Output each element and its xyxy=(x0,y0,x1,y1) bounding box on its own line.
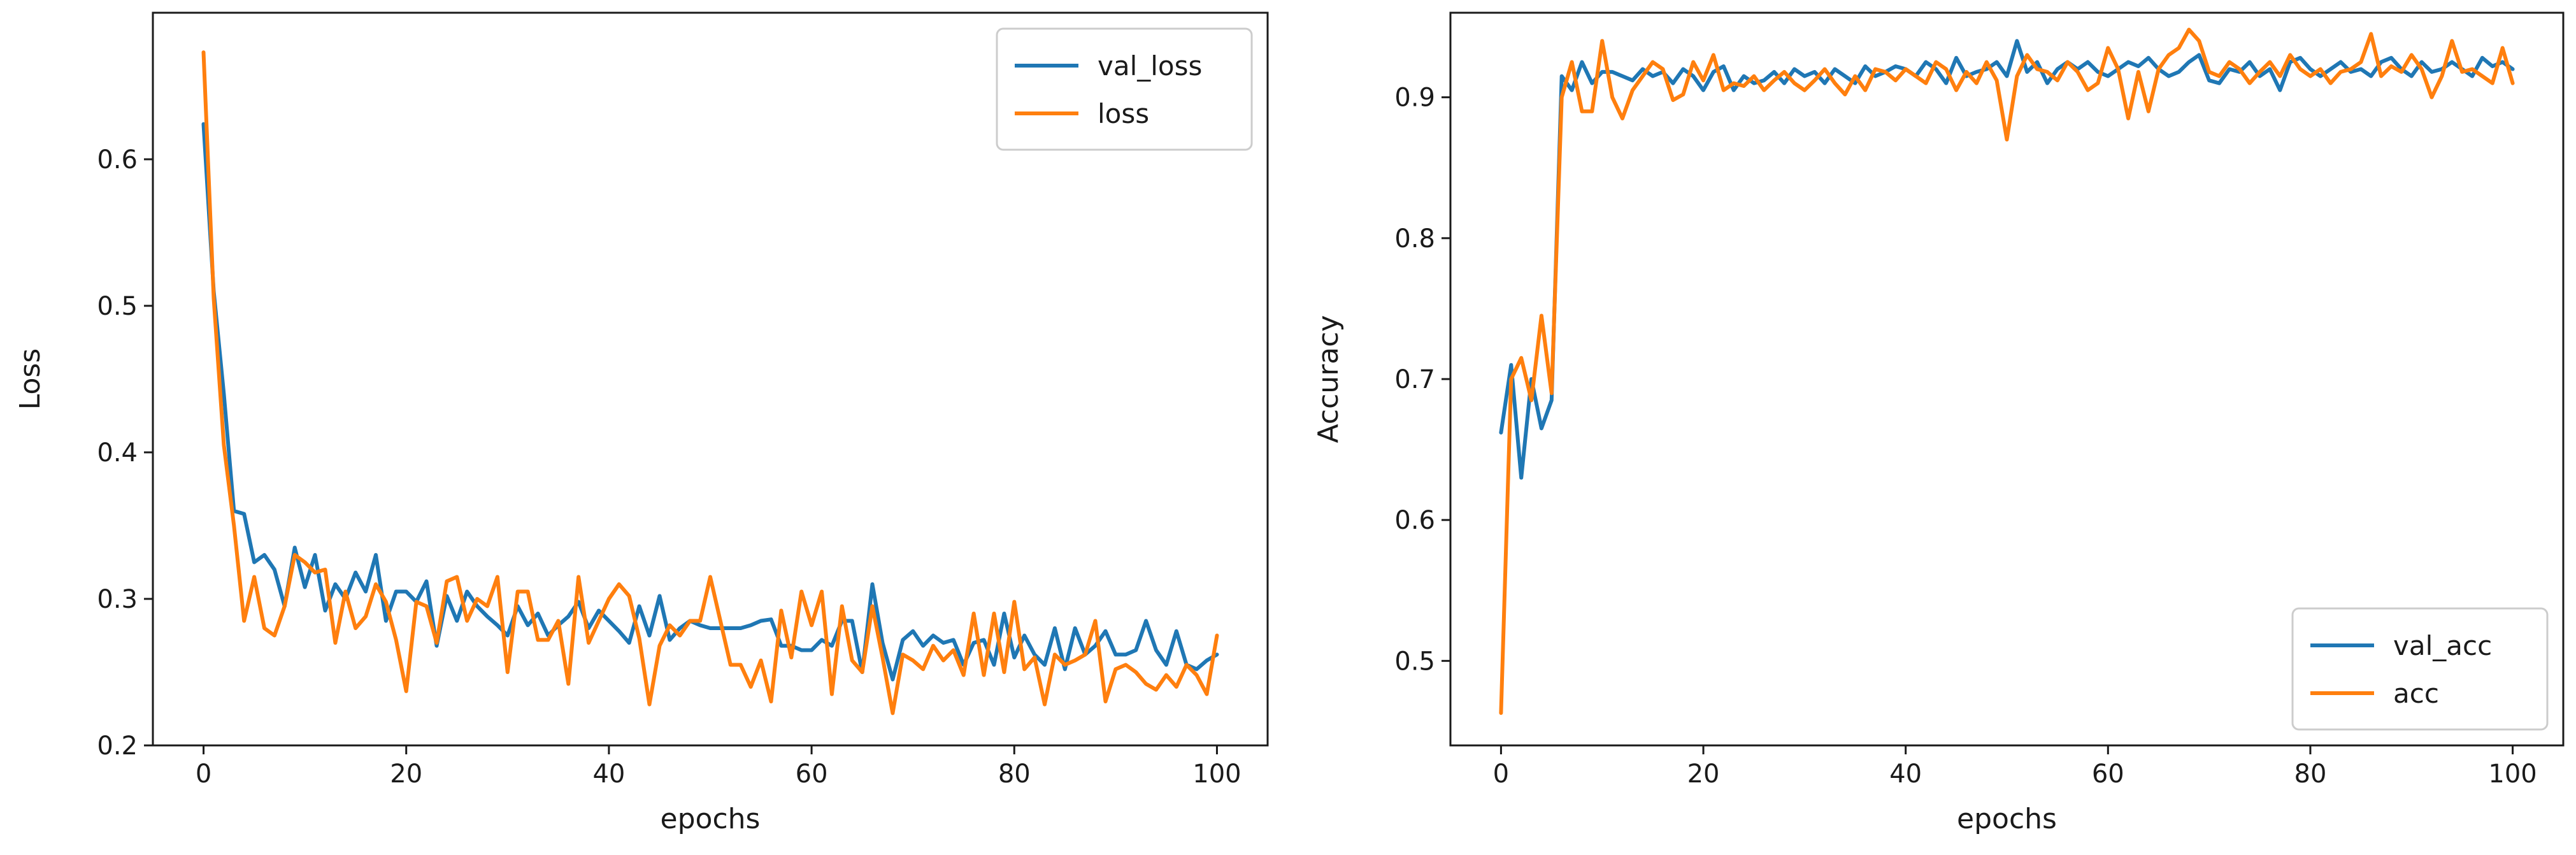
accuracy-chart: 0 20 40 60 80 100 0.5 0.6 0.7 0.8 0.9 epochs Accurac… xyxy=(1312,11,2565,835)
chart-1-x-tick-label: 60 xyxy=(2092,759,2124,789)
chart-1-y-tick-label: 0.9 xyxy=(1394,83,1435,113)
chart-0-x-tick-label: 60 xyxy=(796,759,828,789)
chart-1-x-tick-label: 20 xyxy=(1687,759,1720,789)
chart-0-x-tick-label: 20 xyxy=(390,759,422,789)
chart-0-y-tick-label: 0.2 xyxy=(97,731,138,761)
chart-1-legend-label-acc: acc xyxy=(2393,678,2439,709)
chart-1-legend-box xyxy=(2291,607,2549,731)
chart-1-x-tick-label: 40 xyxy=(1889,759,1922,789)
chart-0-axes-frame xyxy=(152,11,1269,747)
chart-0-legend-label-val_loss: val_loss xyxy=(1098,50,1202,82)
chart-1-legend-label-val_acc: val_acc xyxy=(2393,630,2492,661)
chart-0-y-tick-label: 0.3 xyxy=(97,585,138,614)
chart-1-x-tick-label: 100 xyxy=(2488,759,2537,789)
chart-1-y-tick-label: 0.6 xyxy=(1394,506,1435,535)
chart-0-series-val_loss xyxy=(201,122,1219,682)
chart-0-x-tick-label: 0 xyxy=(196,759,211,789)
chart-1-y-tick-label: 0.5 xyxy=(1394,647,1435,676)
chart-1-y-axis-label: Accuracy xyxy=(1312,315,1345,443)
chart-0-y-tick-label: 0.4 xyxy=(97,438,138,468)
chart-1-x-axis-label: epochs xyxy=(1957,803,2057,835)
chart-0-legend-box xyxy=(996,27,1253,151)
chart-0-x-tick-label: 40 xyxy=(592,759,625,789)
chart-1-y-tick-label: 0.8 xyxy=(1394,224,1435,254)
chart-0-series-loss xyxy=(201,50,1219,715)
chart-0-y-tick-label: 0.6 xyxy=(97,145,138,175)
chart-1-y-tick-label: 0.7 xyxy=(1394,365,1435,394)
chart-1-series-val_acc xyxy=(1499,39,2515,480)
chart-1-x-tick-label: 0 xyxy=(1493,759,1509,789)
chart-0-legend-label-loss: loss xyxy=(1098,98,1149,129)
loss-chart: 0 20 40 60 80 100 0.2 0.3 0.4 0.5 0.6 epochs Loss val… xyxy=(14,11,1269,835)
chart-1-series-acc xyxy=(1499,27,2515,715)
chart-0-x-tick-label: 100 xyxy=(1192,759,1241,789)
chart-0-y-tick-label: 0.5 xyxy=(97,292,138,321)
chart-0-y-axis-label: Loss xyxy=(14,348,47,410)
chart-0-x-axis-label: epochs xyxy=(661,803,761,835)
chart-0-x-tick-label: 80 xyxy=(998,759,1031,789)
chart-1-x-tick-label: 80 xyxy=(2294,759,2327,789)
